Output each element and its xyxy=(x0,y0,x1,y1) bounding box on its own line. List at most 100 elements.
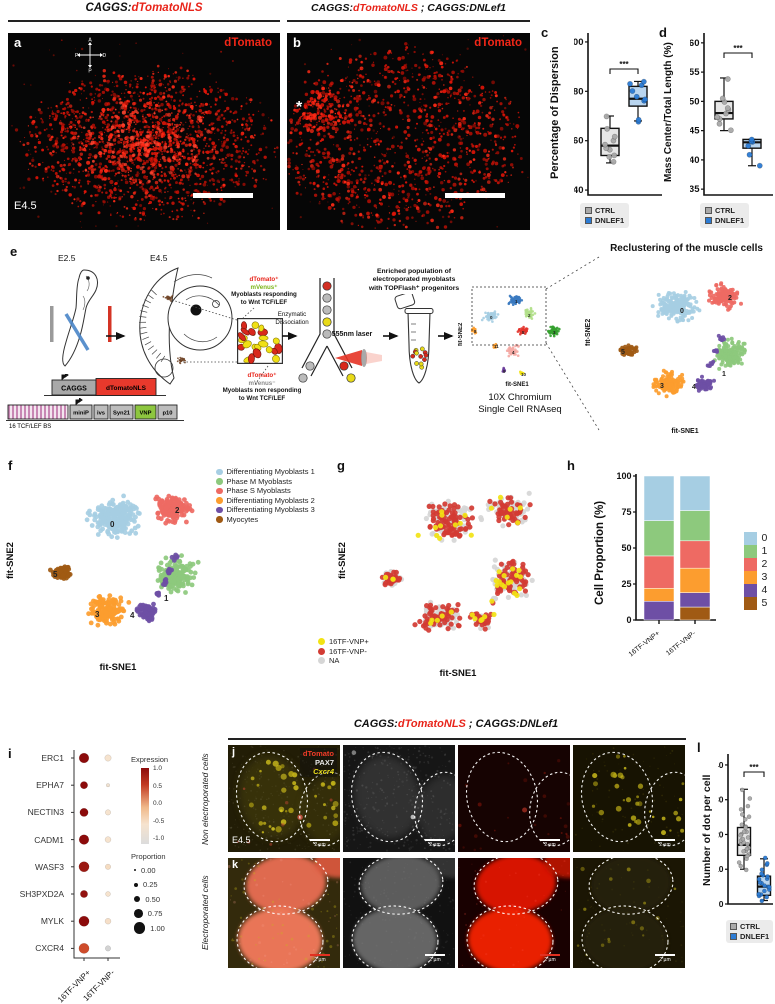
tsne-points xyxy=(471,295,561,376)
data-point xyxy=(745,842,749,846)
title-a-prefix: CAGGS: xyxy=(85,2,131,14)
svg-text:55: 55 xyxy=(690,67,700,78)
legend-label: Differentiating Myoblasts 3 xyxy=(227,505,315,514)
compass-n: A xyxy=(88,38,92,44)
legend-item: 5 xyxy=(744,597,767,610)
panel-k-merge: k 2 µm xyxy=(228,858,340,968)
data-point xyxy=(749,137,754,142)
data-point xyxy=(740,788,744,792)
legend-item: 16TF-VNP- xyxy=(318,647,369,657)
panel-g-ylabel: fit-SNE2 xyxy=(337,530,348,592)
panel-j-cxcr4: 2 µm xyxy=(573,745,685,852)
panel-l-ylabel: Number of dot per cell xyxy=(701,755,713,905)
legend-label: DNLEF1 xyxy=(715,216,744,225)
significance: *** xyxy=(733,44,743,53)
title-a-gene: dTomatoNLS xyxy=(131,2,202,14)
data-point xyxy=(742,830,746,834)
enriched-line3: with TOPFlash⁺ progenitors xyxy=(349,285,479,293)
bar-segment-3 xyxy=(644,588,674,601)
electrode-negative xyxy=(50,306,54,342)
proportion-legend-item: 1.00 xyxy=(134,922,165,934)
panel-b-micrograph: b dTomato * xyxy=(287,33,530,230)
scalebar xyxy=(655,839,675,841)
legend-label: 4 xyxy=(762,584,768,596)
data-point xyxy=(744,868,748,872)
panel-a-scalebar xyxy=(193,193,253,198)
j-ch-pax7: PAX7 xyxy=(303,758,334,767)
legend-item: 4 xyxy=(744,584,767,597)
proportion-marker xyxy=(134,883,138,887)
tsne-reclustered: 0213 45 xyxy=(598,256,775,428)
recluster-ylabel: fit-SNE2 xyxy=(585,306,592,358)
data-point xyxy=(611,159,616,164)
construct-title-b: CAGGS:dTomatoNLS ; CAGGS:DNLef1 xyxy=(287,2,530,14)
data-point xyxy=(746,804,750,808)
panel-h-label: h xyxy=(567,458,575,473)
data-point xyxy=(745,847,749,851)
jk-title: CAGGS:dTomatoNLS ; CAGGS:DNLef1 xyxy=(230,718,682,730)
proportion-marker xyxy=(134,909,143,918)
panel-b-asterisk: * xyxy=(296,99,302,117)
legend-marker xyxy=(318,648,325,655)
proportion-legend-item: 0.75 xyxy=(134,908,162,920)
scalebar xyxy=(425,954,445,956)
gene-label: CADM1 xyxy=(8,835,64,845)
panel-d-ylabel: Mass Center/Total Length (%) xyxy=(663,22,674,202)
construct-title-a: CAGGS:dTomatoNLS xyxy=(8,2,280,14)
data-point xyxy=(728,128,733,133)
tenx-caption: 10X Chromium Single Cell RNAseq xyxy=(455,392,585,416)
data-point xyxy=(743,817,747,821)
legend-marker xyxy=(730,923,737,930)
svg-text:40: 40 xyxy=(690,155,700,166)
significance: *** xyxy=(749,763,759,772)
svg-text:60: 60 xyxy=(690,38,700,49)
scalebar-label: 2 µm xyxy=(422,957,448,963)
scalebar-label: 2 µm xyxy=(652,957,678,963)
legend-label: 16TF-VNP- xyxy=(329,647,367,656)
dotplot-dot-WASF3 xyxy=(79,862,89,872)
title-a-underline xyxy=(8,20,280,22)
legend-item: Phase M Myoblasts xyxy=(216,477,315,487)
electrode-positive xyxy=(108,306,112,342)
legend-item: 2 xyxy=(744,558,767,571)
panel-k-label: k xyxy=(232,859,238,871)
title-b-underline xyxy=(287,20,530,22)
data-point xyxy=(737,861,741,865)
bar-segment-5 xyxy=(680,607,710,620)
legend-label: DNLEF1 xyxy=(595,216,624,225)
legend-item: DNLEF1 xyxy=(585,216,624,225)
dotplot-dot-ERC1 xyxy=(79,753,89,763)
data-point xyxy=(642,97,647,102)
legend-marker xyxy=(744,597,757,610)
data-point xyxy=(762,889,766,893)
data-point xyxy=(634,94,639,99)
panel-b-scalebar xyxy=(445,193,505,198)
scalebar xyxy=(310,839,330,841)
legend-marker xyxy=(744,558,757,571)
data-point xyxy=(636,117,641,122)
legend-item: 16TF-VNP+ xyxy=(318,637,369,647)
dotplot-dot-MYLK xyxy=(105,918,111,924)
proportion-label: 1.00 xyxy=(150,924,165,933)
proportion-marker xyxy=(134,922,145,933)
gene-label: CXCR4 xyxy=(8,943,64,953)
data-point xyxy=(747,152,752,157)
cluster-id-label: 4 xyxy=(692,384,696,391)
construct2-el0: miniP xyxy=(73,411,89,417)
construct1-promoter: CAGGS xyxy=(61,386,87,393)
legend-label: CTRL xyxy=(740,922,760,931)
scalebar-label: 2 µm xyxy=(537,957,563,963)
legend-item: 1 xyxy=(744,545,767,558)
legend-item: Differentiating Myoblasts 3 xyxy=(216,505,315,515)
title-b-suffix: ; CAGGS:DNLef1 xyxy=(418,2,506,14)
panel-f-label: f xyxy=(8,458,12,473)
legend-label: Phase S Myoblasts xyxy=(227,486,291,495)
mini-tsne-ylabel: fit-SNE2 xyxy=(458,310,464,358)
svg-text:60: 60 xyxy=(574,136,584,147)
gene-label: MYLK xyxy=(8,916,64,926)
legend-marker xyxy=(216,516,223,523)
panel-k-pax7: 2 µm xyxy=(343,858,455,968)
dotplot-dot-WASF3 xyxy=(105,864,110,869)
data-point xyxy=(740,813,744,817)
proportion-legend-item: 0.50 xyxy=(134,893,160,905)
